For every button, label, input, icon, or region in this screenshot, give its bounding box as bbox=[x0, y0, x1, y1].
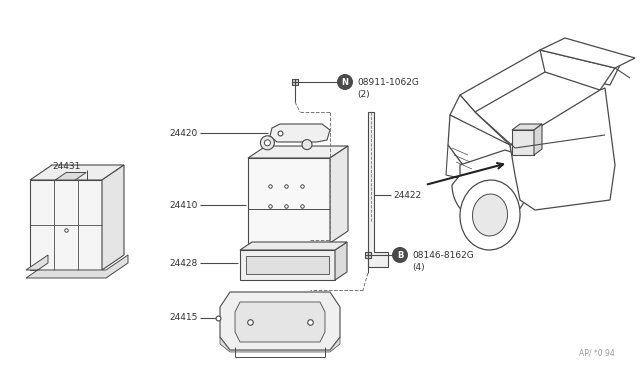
Polygon shape bbox=[30, 180, 102, 270]
Polygon shape bbox=[446, 145, 468, 180]
Text: 24422: 24422 bbox=[393, 190, 421, 199]
Ellipse shape bbox=[472, 194, 508, 236]
Circle shape bbox=[302, 140, 312, 150]
Polygon shape bbox=[55, 173, 86, 180]
Polygon shape bbox=[460, 50, 620, 112]
Polygon shape bbox=[540, 38, 635, 68]
Text: B: B bbox=[397, 250, 403, 260]
Polygon shape bbox=[102, 165, 124, 270]
Polygon shape bbox=[448, 115, 515, 175]
Polygon shape bbox=[450, 95, 510, 145]
Text: (2): (2) bbox=[357, 90, 370, 99]
Text: 24420: 24420 bbox=[170, 128, 198, 138]
Polygon shape bbox=[30, 165, 124, 180]
Polygon shape bbox=[246, 256, 329, 274]
Polygon shape bbox=[270, 124, 330, 142]
Text: 08911-1062G: 08911-1062G bbox=[357, 78, 419, 87]
Polygon shape bbox=[220, 337, 340, 352]
Polygon shape bbox=[452, 150, 530, 223]
Polygon shape bbox=[512, 130, 534, 155]
Text: AP/ *0 94: AP/ *0 94 bbox=[579, 349, 615, 358]
Polygon shape bbox=[248, 146, 348, 158]
Text: (4): (4) bbox=[412, 263, 424, 272]
Polygon shape bbox=[510, 88, 615, 210]
Circle shape bbox=[337, 74, 353, 90]
Polygon shape bbox=[240, 250, 335, 280]
Polygon shape bbox=[240, 242, 347, 250]
Polygon shape bbox=[540, 50, 615, 90]
Polygon shape bbox=[220, 292, 340, 350]
Text: 24415: 24415 bbox=[170, 314, 198, 323]
Ellipse shape bbox=[460, 180, 520, 250]
Text: 24431: 24431 bbox=[52, 162, 81, 171]
Polygon shape bbox=[534, 124, 542, 155]
Circle shape bbox=[264, 140, 270, 146]
Circle shape bbox=[392, 247, 408, 263]
Circle shape bbox=[260, 136, 275, 150]
Text: 08146-8162G: 08146-8162G bbox=[412, 251, 474, 260]
Polygon shape bbox=[512, 124, 542, 130]
Text: 24410: 24410 bbox=[170, 201, 198, 209]
Polygon shape bbox=[330, 146, 348, 243]
Polygon shape bbox=[235, 302, 325, 342]
Polygon shape bbox=[26, 255, 128, 278]
Text: N: N bbox=[342, 77, 349, 87]
Polygon shape bbox=[248, 158, 330, 243]
Polygon shape bbox=[368, 112, 388, 267]
Polygon shape bbox=[335, 242, 347, 280]
Text: 24428: 24428 bbox=[170, 259, 198, 267]
